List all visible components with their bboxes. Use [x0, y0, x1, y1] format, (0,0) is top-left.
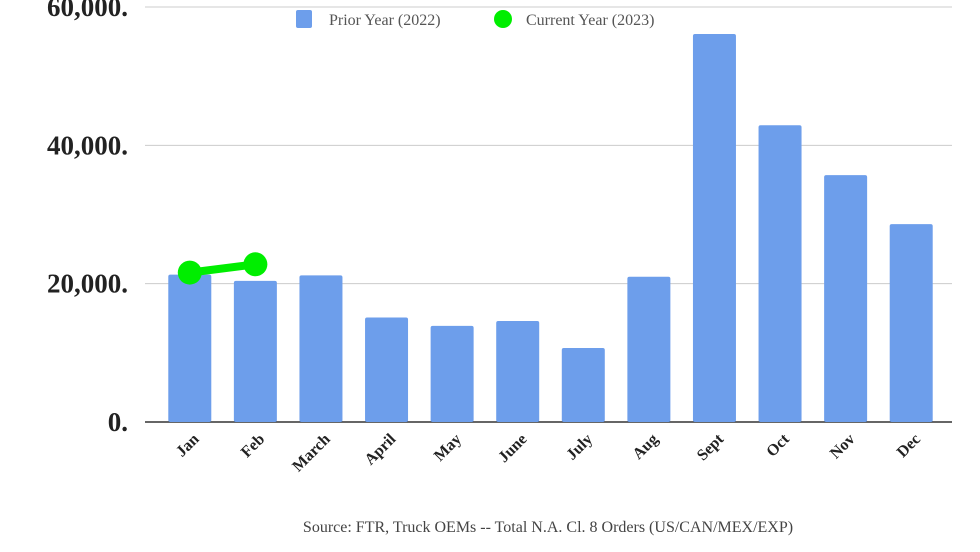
legend: Prior Year (2022) Current Year (2023) [296, 10, 654, 29]
legend-swatch-prior-year [296, 10, 312, 28]
x-tick-label: Sept [694, 430, 728, 464]
legend-label-current-year: Current Year (2023) [526, 12, 654, 29]
x-tick-label: Feb [238, 431, 268, 461]
bar-jan [168, 274, 212, 422]
y-tick-label: 60,000. [47, 0, 128, 22]
y-tick-label: 40,000. [47, 130, 128, 160]
x-tick-label: June [495, 431, 530, 466]
x-tick-label: May [431, 431, 465, 465]
x-tick-label: Oct [763, 430, 793, 460]
bar-sept [692, 33, 736, 422]
current-year-point-jan [177, 260, 202, 285]
legend-swatch-current-year [494, 10, 512, 28]
x-tick-label: Nov [827, 431, 859, 463]
x-tick-label: March [289, 431, 334, 476]
bar-july [561, 347, 605, 422]
bar-june [496, 321, 540, 422]
bar-nov [824, 175, 868, 422]
bar-may [430, 325, 474, 422]
bar-aug [627, 276, 671, 422]
bar-march [299, 275, 343, 422]
x-tick-label: July [563, 431, 596, 464]
x-tick-label: Dec [894, 431, 924, 461]
bar-oct [758, 125, 802, 423]
x-tick-label: Jan [173, 431, 203, 461]
current-year-point-feb [243, 252, 268, 277]
bar-dec [889, 224, 933, 422]
source-note: Source: FTR, Truck OEMs -- Total N.A. Cl… [303, 519, 793, 536]
legend-label-prior-year: Prior Year (2022) [329, 12, 441, 29]
x-tick-label: April [362, 430, 400, 468]
y-tick-label: 0. [108, 407, 128, 437]
y-tick-label: 20,000. [47, 269, 128, 299]
bar-april [365, 317, 409, 422]
bar-feb [233, 280, 277, 422]
x-tick-label: Aug [630, 431, 662, 463]
